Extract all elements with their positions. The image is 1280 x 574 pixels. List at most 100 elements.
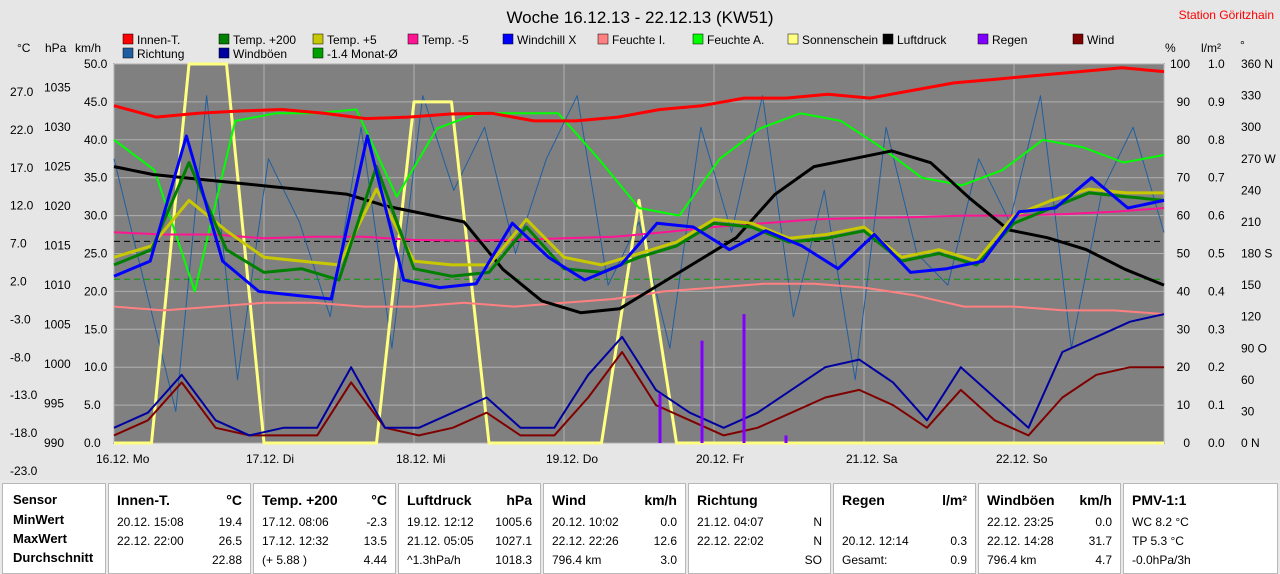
legend-label: Innen-T. (137, 33, 180, 47)
tick-label-kmh: 15.0 (84, 322, 108, 336)
rain-bar (742, 314, 746, 443)
tick-label-hpa: 1010 (44, 278, 71, 292)
tick-label-lm2: 0.7 (1208, 171, 1225, 185)
stat-max-row: 22.12. 14:28 31.7 (987, 534, 1112, 552)
pmv-row: -0.0hPa/3h (1132, 553, 1269, 571)
series-line (114, 62, 1164, 445)
tick-label-lm2: 0.5 (1208, 247, 1225, 261)
stat-min-time: 21.12. 04:07 (697, 515, 764, 529)
rain-bar (700, 340, 704, 443)
legend-label: Temp. +200 (233, 33, 296, 47)
stat-min-value: 0.0 (1095, 515, 1112, 529)
tick-label-kmh: 10.0 (84, 360, 108, 374)
tick-label-percent: 80 (1177, 133, 1191, 147)
stat-unit: l/m² (942, 492, 967, 508)
tick-label-percent: 70 (1177, 171, 1191, 185)
stat-min-row: 19.12. 12:12 1005.6 (407, 515, 532, 533)
stat-column-regen: Regen l/m² 20.12. 12:14 0.3 Gesamt: 0.9 (833, 483, 976, 574)
tick-label-lm2: 0.0 (1208, 436, 1225, 450)
tick-label-celsius: 27.0 (10, 85, 34, 99)
stat-max-time: 22.12. 14:28 (987, 534, 1054, 548)
stat-max-value: 31.7 (1088, 534, 1112, 548)
stat-avg-row: (+ 5.88 ) 4.44 (262, 553, 387, 571)
stat-min-time: 22.12. 23:25 (987, 515, 1054, 529)
tick-label-kmh: 30.0 (84, 209, 108, 223)
label-maxwert: MaxWert (13, 531, 67, 546)
stat-max-row: 20.12. 12:14 0.3 (842, 534, 967, 552)
tick-label-deg: 240 (1241, 183, 1261, 197)
stat-avg-row: 796.4 km 4.7 (987, 553, 1112, 571)
axis-unit-lm2: l/m² (1201, 41, 1221, 55)
tick-label-celsius: -3.0 (10, 312, 31, 326)
stat-max-value: 13.5 (363, 534, 387, 548)
pmv-row: TP 5.3 °C (1132, 534, 1269, 552)
tick-label-celsius: 2.0 (10, 275, 27, 289)
legend-swatch (692, 33, 704, 45)
x-tick-label: 20.12. Fr (696, 452, 744, 466)
series-line (113, 95, 1165, 412)
legend-label: -1.4 Monat-Ø (327, 47, 398, 61)
tick-label-lm2: 0.6 (1208, 209, 1225, 223)
tick-label-hpa: 1035 (44, 81, 71, 95)
stat-min-value: 0.0 (660, 515, 677, 529)
stat-avg-row: SO (697, 553, 822, 571)
stat-header: Windböen (987, 492, 1055, 508)
label-minwert: MinWert (13, 512, 65, 527)
tick-label-lm2: 0.1 (1208, 398, 1225, 412)
stat-max-value: 26.5 (218, 534, 242, 548)
stat-min-time: 19.12. 12:12 (407, 515, 474, 529)
stat-unit: °C (226, 492, 242, 508)
stat-min-value: N (813, 515, 822, 529)
stat-header: Temp. +200 (262, 492, 338, 508)
rain-bar (658, 393, 662, 443)
stat-avg-note: (+ 5.88 ) (262, 553, 308, 567)
stat-max-time: 17.12. 12:32 (262, 534, 329, 548)
stat-unit: hPa (506, 492, 532, 508)
x-tick-label: 16.12. Mo (96, 452, 150, 466)
legend-label: Windchill X (517, 33, 576, 47)
legend-swatch (218, 47, 230, 59)
legend-label: Feuchte I. (612, 33, 665, 47)
label-durchschnitt: Durchschnitt (13, 550, 94, 565)
tick-label-celsius: -18.0 (10, 426, 38, 440)
tick-label-kmh: 5.0 (84, 398, 101, 412)
x-tick-label: 21.12. Sa (846, 452, 898, 466)
stat-column-luftdruck: Luftdruck hPa 19.12. 12:12 1005.6 21.12. … (398, 483, 541, 574)
tick-label-percent: 50 (1177, 247, 1191, 261)
legend-label: Sonnenschein (802, 33, 878, 47)
tick-label-kmh: 20.0 (84, 284, 108, 298)
stat-avg-value: SO (804, 553, 822, 567)
tick-label-celsius: 22.0 (10, 123, 34, 137)
tick-label-deg: 30 (1241, 404, 1255, 418)
stat-max-time: 22.12. 22:00 (117, 534, 184, 548)
tick-label-kmh: 0.0 (84, 436, 101, 450)
stat-min-row (842, 515, 967, 533)
tick-label-hpa: 1025 (44, 160, 71, 174)
tick-label-hpa: 1015 (44, 239, 71, 253)
stat-max-row: 21.12. 05:05 1027.1 (407, 534, 532, 552)
tick-label-hpa: 995 (44, 397, 64, 411)
axis-unit-percent: % (1165, 41, 1176, 55)
stat-max-time: 20.12. 12:14 (842, 534, 909, 548)
stat-min-time: 20.12. 10:02 (552, 515, 619, 529)
stat-min-time: 20.12. 15:08 (117, 515, 184, 529)
weekly-weather-chart: Woche 16.12.13 - 22.12.13 (KW51) Station … (10, 8, 1277, 478)
tick-label-percent: 30 (1177, 322, 1191, 336)
stat-column-temp-200: Temp. +200 °C 17.12. 08:06 -2.3 17.12. 12… (253, 483, 396, 574)
stat-unit: km/h (644, 492, 677, 508)
stat-header: Richtung (697, 492, 758, 508)
tick-label-deg: 0 N (1241, 436, 1260, 450)
tick-label-deg: 300 (1241, 120, 1261, 134)
tick-label-deg: 360 N (1241, 57, 1273, 71)
stat-avg-row: 796.4 km 3.0 (552, 553, 677, 571)
tick-label-deg: 90 O (1241, 341, 1267, 355)
tick-label-deg: 60 (1241, 373, 1255, 387)
legend-swatch (597, 33, 609, 45)
legend-label: Regen (992, 33, 1027, 47)
stat-avg-row: ^1.3hPa/h 1018.3 (407, 553, 532, 571)
tick-label-deg: 120 (1241, 310, 1261, 324)
stat-max-value: 1027.1 (495, 534, 532, 548)
stat-min-value: 19.4 (218, 515, 242, 529)
legend-swatch (787, 33, 799, 45)
